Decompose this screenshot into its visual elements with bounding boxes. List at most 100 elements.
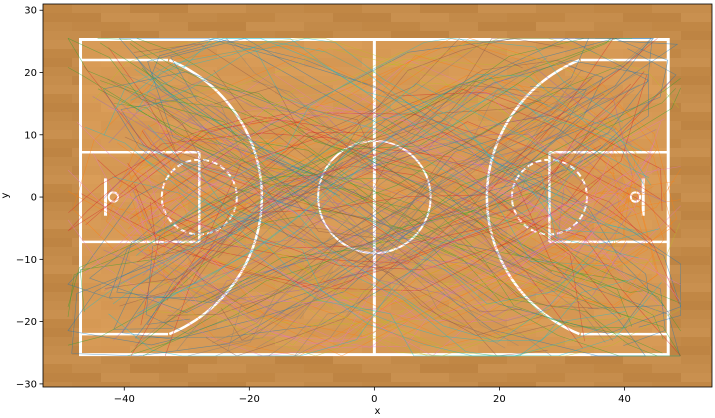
trajectory-line-7 <box>215 110 579 357</box>
wood-plank <box>652 166 710 175</box>
wood-plank <box>536 4 594 13</box>
wood-plank <box>43 193 101 202</box>
wood-plank <box>594 364 652 373</box>
wood-plank <box>681 49 712 58</box>
x-axis-label: x <box>375 406 381 417</box>
trajectory-line-6 <box>192 59 584 258</box>
trajectory-line-8 <box>130 48 596 188</box>
trajectory-line-3 <box>67 132 583 349</box>
wood-plank <box>681 373 712 382</box>
wood-plank <box>449 31 507 40</box>
trajectory-line-9 <box>116 37 635 231</box>
trajectory-line-5 <box>150 108 681 302</box>
trajectory-line-8 <box>232 162 680 290</box>
trajectory-line-4 <box>113 158 592 341</box>
wood-plank <box>681 67 712 76</box>
wood-plank <box>43 31 101 40</box>
trajectory-line-4 <box>136 134 602 322</box>
wood-plank <box>681 301 712 310</box>
trajectory-line-3 <box>81 83 631 288</box>
wood-plank <box>681 283 712 292</box>
x-tick-label: 40 <box>618 394 631 405</box>
center-circle <box>317 140 432 255</box>
x-axis: −40 −20 0 20 40 <box>114 387 631 405</box>
wood-plank <box>275 373 333 382</box>
wood-plank <box>43 229 101 238</box>
wood-plank <box>246 4 304 13</box>
wood-plank <box>72 22 130 31</box>
wood-plank <box>43 67 101 76</box>
trajectory-line-4 <box>203 133 667 322</box>
trajectory-line-1 <box>72 45 615 252</box>
wood-plank <box>681 265 712 274</box>
wood-plank <box>594 22 652 31</box>
wood-plank <box>391 31 449 40</box>
wood-plank <box>652 4 710 13</box>
wood-plank <box>43 175 101 184</box>
trajectory-line-3 <box>108 47 602 246</box>
trajectory-line-7 <box>187 93 565 357</box>
wood-plank <box>652 76 710 85</box>
wood-plank <box>594 4 652 13</box>
y-tick-label: −20 <box>16 317 37 328</box>
trajectory-line-0 <box>170 37 682 328</box>
x-tick-label: −20 <box>239 394 260 405</box>
trajectory-line-7 <box>176 57 548 351</box>
wood-plank <box>362 382 420 387</box>
trajectory-line-8 <box>144 51 585 170</box>
trajectory-line-5 <box>112 167 660 348</box>
trajectories <box>67 37 682 357</box>
wood-plank <box>362 364 420 373</box>
trajectory-line-7 <box>121 73 506 349</box>
trajectory-line-7 <box>134 73 485 348</box>
trajectory-line-8 <box>145 156 579 304</box>
wood-plank <box>217 355 275 364</box>
wood-plank <box>188 364 246 373</box>
trajectory-line-8 <box>232 243 681 357</box>
trajectory-line-0 <box>67 37 590 300</box>
trajectory-line-7 <box>221 87 580 345</box>
wood-plank <box>275 31 333 40</box>
trajectory-line-5 <box>146 118 665 304</box>
trajectory-line-5 <box>117 121 662 341</box>
wood-plank <box>391 373 449 382</box>
trajectory-line-8 <box>220 234 666 350</box>
trajectory-line-1 <box>114 55 626 278</box>
wood-plank <box>130 4 188 13</box>
wood-plank <box>391 13 449 22</box>
trajectory-line-9 <box>84 126 590 343</box>
wood-plank <box>275 355 333 364</box>
trajectory-line-8 <box>230 37 680 167</box>
trajectory-line-0 <box>89 37 655 313</box>
plot-area <box>42 3 713 388</box>
y-axis: −30 −20 −10 0 10 20 30 <box>16 6 43 390</box>
trajectory-line-5 <box>67 111 608 307</box>
trajectory-line-3 <box>150 80 671 292</box>
trajectory-line-3 <box>68 115 593 309</box>
trajectory-line-9 <box>103 47 609 267</box>
trajectory-line-9 <box>153 86 652 300</box>
trajectory-line-1 <box>67 125 611 338</box>
wood-plank <box>681 85 712 94</box>
wood-plank <box>652 238 710 247</box>
wood-plank <box>333 13 391 22</box>
trajectory-line-6 <box>205 121 595 357</box>
wood-plank <box>565 373 623 382</box>
wood-plank <box>43 247 101 256</box>
wood-plank <box>681 157 712 166</box>
wood-plank <box>130 364 188 373</box>
wood-plank <box>188 382 246 387</box>
trajectory-line-9 <box>112 176 626 357</box>
trajectory-line-9 <box>108 147 590 357</box>
trajectory-line-2 <box>129 43 681 304</box>
wood-plank <box>681 31 712 40</box>
wood-plank <box>681 355 712 364</box>
wood-plank <box>43 211 101 220</box>
trajectory-line-7 <box>153 66 519 346</box>
trajectory-line-6 <box>133 43 553 273</box>
trajectory-line-5 <box>99 72 607 269</box>
x-tick-label: −40 <box>114 394 135 405</box>
trajectory-line-0 <box>146 37 669 325</box>
trajectory-line-1 <box>127 45 649 272</box>
wood-plank <box>652 148 710 157</box>
